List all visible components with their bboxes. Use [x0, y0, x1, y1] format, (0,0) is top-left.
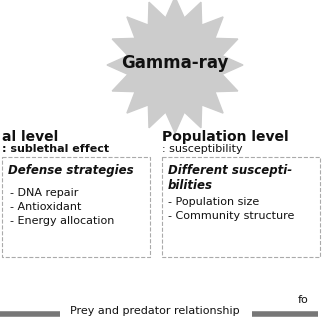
- Text: : susceptibility: : susceptibility: [162, 144, 242, 154]
- Text: - Antioxidant: - Antioxidant: [10, 202, 81, 212]
- Text: - DNA repair: - DNA repair: [10, 188, 78, 198]
- Text: Defense strategies: Defense strategies: [8, 164, 134, 177]
- FancyBboxPatch shape: [162, 157, 320, 257]
- Text: Different suscepti-
bilities: Different suscepti- bilities: [168, 164, 292, 192]
- Text: - Community structure: - Community structure: [168, 211, 294, 221]
- Text: Population level: Population level: [162, 130, 289, 144]
- Text: - Energy allocation: - Energy allocation: [10, 216, 114, 226]
- Text: Prey and predator relationship: Prey and predator relationship: [70, 306, 240, 316]
- FancyBboxPatch shape: [2, 157, 150, 257]
- Text: al level: al level: [2, 130, 58, 144]
- Text: : sublethal effect: : sublethal effect: [2, 144, 109, 154]
- Text: Gamma-ray: Gamma-ray: [121, 54, 229, 72]
- Polygon shape: [107, 0, 243, 133]
- Text: fo: fo: [298, 295, 309, 305]
- Text: - Population size: - Population size: [168, 197, 259, 207]
